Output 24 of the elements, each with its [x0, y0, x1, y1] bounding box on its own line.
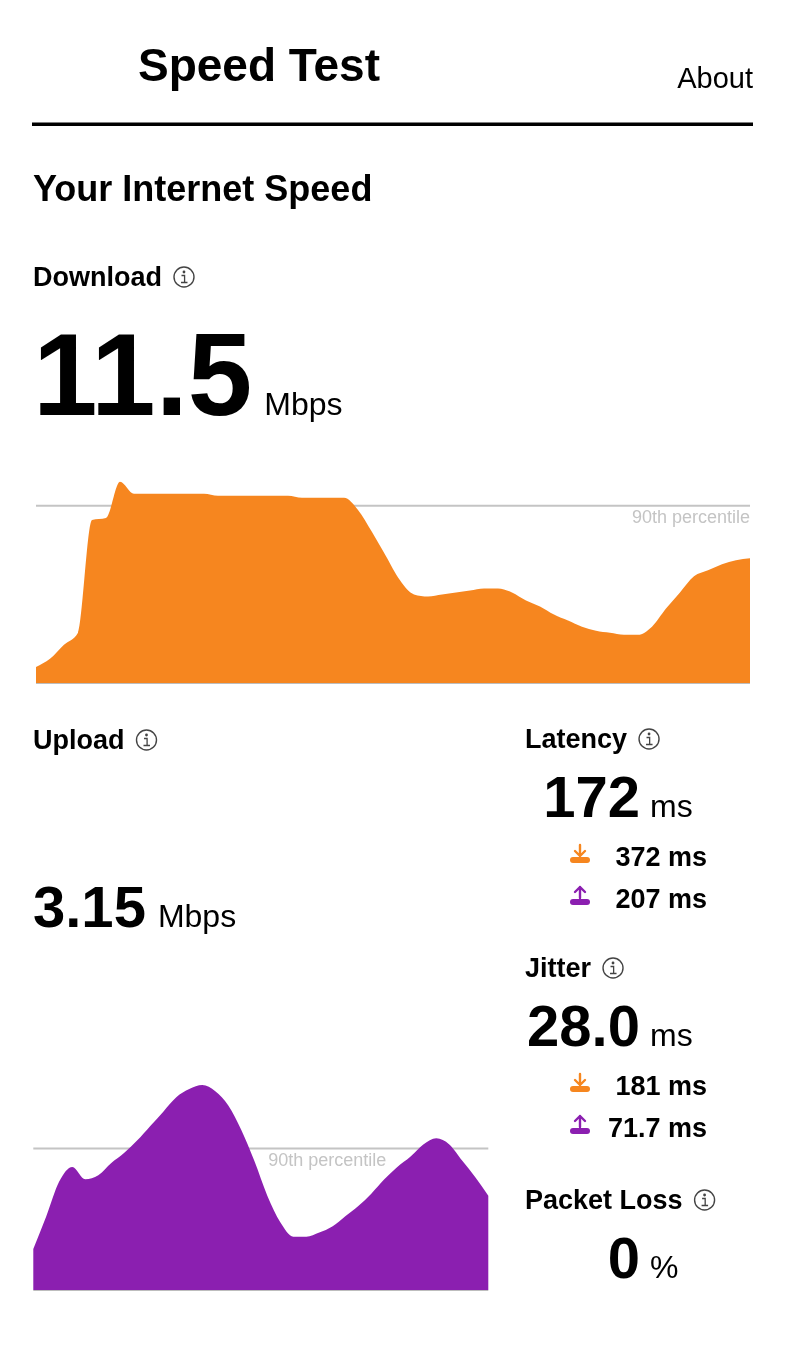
text: 207 ms: [615, 884, 707, 914]
text: 28.0: [527, 993, 640, 1058]
ref-line-label: 90th percentile: [268, 1150, 387, 1171]
text: 372 ms: [615, 842, 707, 872]
text: Your Internet Speed: [33, 168, 373, 209]
text: 11.5: [33, 310, 253, 440]
text: ms: [650, 788, 693, 824]
chart-title: Upload: [33, 725, 125, 755]
text: Packet Loss: [525, 1185, 683, 1215]
text: 0: [607, 1225, 640, 1290]
text: Latency: [525, 724, 628, 754]
text: Speed Test: [138, 39, 380, 91]
chart-title: Download: [33, 262, 162, 292]
text: Jitter: [525, 953, 592, 983]
text: 181 ms: [615, 1071, 707, 1101]
text: ms: [650, 1017, 693, 1053]
text: About: [677, 62, 753, 94]
text: Mbps: [264, 386, 343, 422]
ref-line-label: 90th percentile: [631, 507, 751, 528]
text: %: [650, 1249, 679, 1285]
text: 172: [543, 764, 640, 829]
text: 71.7 ms: [607, 1113, 707, 1143]
text: 3.15: [33, 874, 146, 939]
text: Mbps: [157, 898, 237, 934]
